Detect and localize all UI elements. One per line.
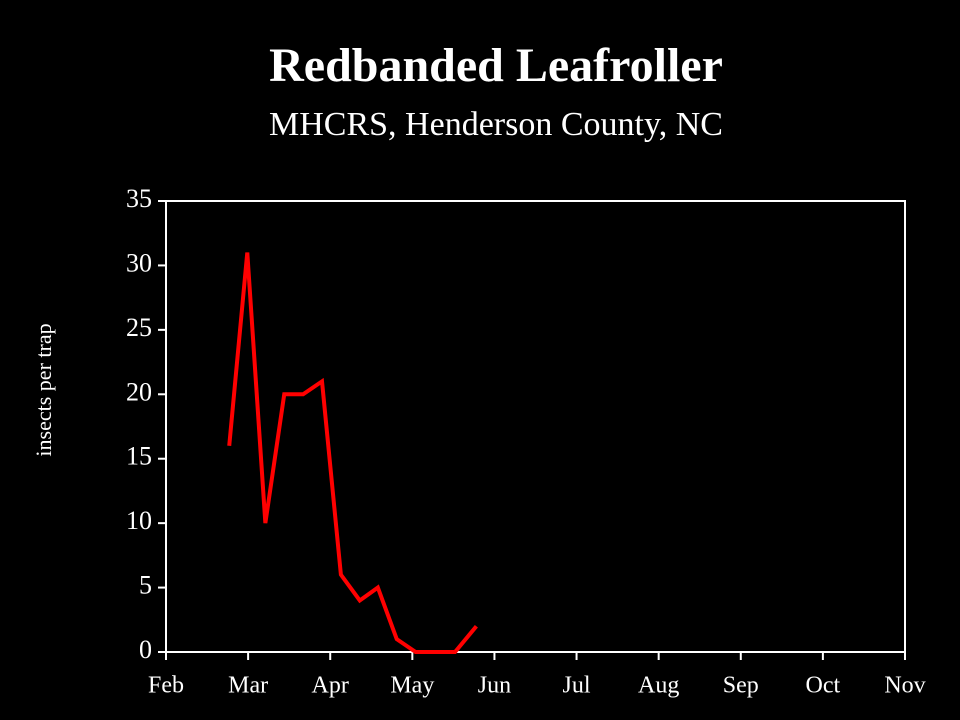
x-tick-label: May bbox=[390, 673, 434, 699]
y-tick-label: 15 bbox=[126, 442, 152, 471]
y-tick-label: 35 bbox=[126, 184, 152, 213]
y-tick-label: 25 bbox=[126, 313, 152, 342]
chart-subtitle: MHCRS, Henderson County, NC bbox=[269, 106, 723, 143]
y-tick-label: 0 bbox=[139, 635, 152, 664]
y-tick-label: 30 bbox=[126, 248, 152, 277]
x-tick-label: Apr bbox=[312, 673, 349, 699]
x-tick-label: Nov bbox=[884, 673, 925, 699]
y-tick-label: 20 bbox=[126, 377, 152, 406]
chart-title: Redbanded Leafroller bbox=[269, 39, 723, 92]
x-tick-label: Mar bbox=[228, 673, 268, 699]
x-tick-label: Aug bbox=[638, 673, 679, 699]
x-tick-label: Sep bbox=[723, 673, 759, 699]
y-tick-label: 10 bbox=[126, 506, 152, 535]
data-line bbox=[227, 252, 478, 654]
y-tick-label: 5 bbox=[139, 571, 152, 600]
x-tick-label: Jul bbox=[563, 673, 591, 699]
y-axis-label: insects per trap bbox=[31, 323, 56, 456]
x-tick-label: Jun bbox=[478, 673, 511, 699]
x-tick-label: Oct bbox=[806, 673, 841, 699]
x-tick-label: Feb bbox=[148, 673, 184, 699]
plot-frame bbox=[165, 200, 906, 653]
